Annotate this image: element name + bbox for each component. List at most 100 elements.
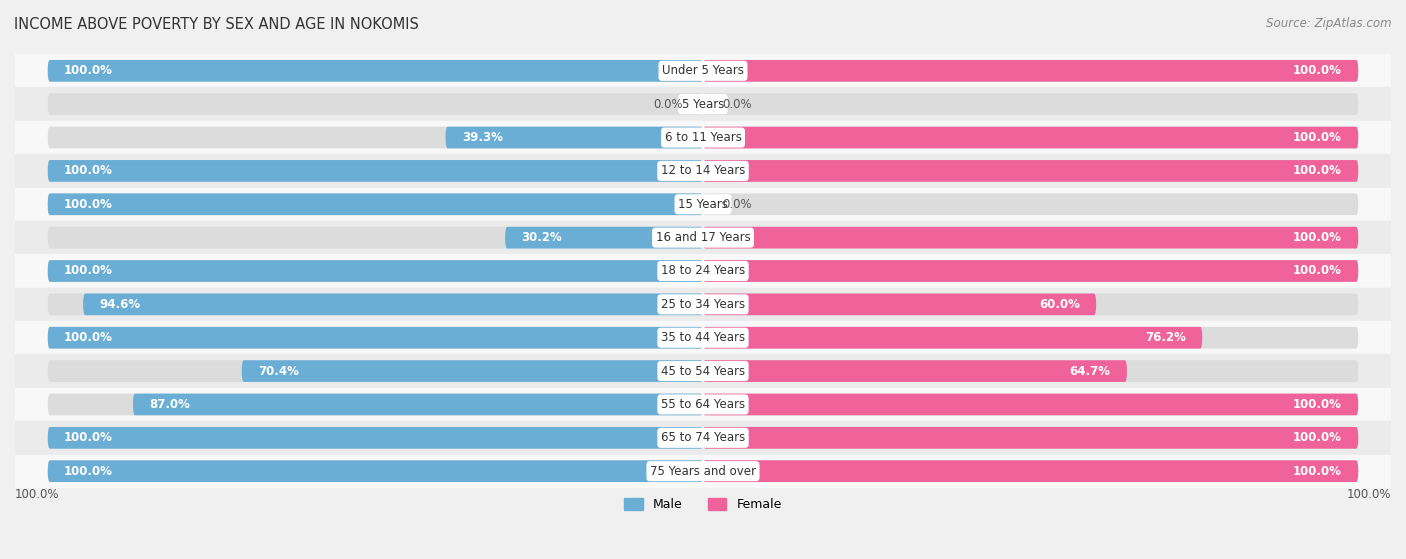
Bar [15, 321, 1391, 354]
Legend: Male, Female: Male, Female [619, 493, 787, 517]
FancyBboxPatch shape [83, 293, 703, 315]
Text: 94.6%: 94.6% [100, 298, 141, 311]
Text: 18 to 24 Years: 18 to 24 Years [661, 264, 745, 277]
FancyBboxPatch shape [48, 327, 703, 349]
Bar [15, 388, 1391, 421]
Text: 12 to 14 Years: 12 to 14 Years [661, 164, 745, 177]
Text: Under 5 Years: Under 5 Years [662, 64, 744, 77]
Text: 75 Years and over: 75 Years and over [650, 465, 756, 478]
FancyBboxPatch shape [703, 227, 1358, 249]
Bar [15, 254, 1391, 288]
FancyBboxPatch shape [703, 160, 1358, 182]
Text: 25 to 34 Years: 25 to 34 Years [661, 298, 745, 311]
Text: Source: ZipAtlas.com: Source: ZipAtlas.com [1267, 17, 1392, 30]
Text: 0.0%: 0.0% [654, 98, 683, 111]
FancyBboxPatch shape [703, 427, 1358, 449]
Text: 100.0%: 100.0% [1294, 64, 1341, 77]
Text: 100.0%: 100.0% [15, 488, 59, 501]
Text: 100.0%: 100.0% [1294, 164, 1341, 177]
Text: 15 Years: 15 Years [678, 198, 728, 211]
FancyBboxPatch shape [48, 60, 703, 82]
FancyBboxPatch shape [48, 127, 703, 148]
Text: 100.0%: 100.0% [1294, 231, 1341, 244]
Text: 6 to 11 Years: 6 to 11 Years [665, 131, 741, 144]
Text: 100.0%: 100.0% [1294, 398, 1341, 411]
FancyBboxPatch shape [703, 394, 1358, 415]
FancyBboxPatch shape [703, 327, 1358, 349]
Text: INCOME ABOVE POVERTY BY SEX AND AGE IN NOKOMIS: INCOME ABOVE POVERTY BY SEX AND AGE IN N… [14, 17, 419, 32]
FancyBboxPatch shape [703, 394, 1358, 415]
FancyBboxPatch shape [48, 227, 703, 249]
FancyBboxPatch shape [703, 160, 1358, 182]
FancyBboxPatch shape [703, 127, 1358, 148]
FancyBboxPatch shape [48, 327, 703, 349]
FancyBboxPatch shape [703, 260, 1358, 282]
Text: 5 Years: 5 Years [682, 98, 724, 111]
Bar [15, 121, 1391, 154]
FancyBboxPatch shape [48, 427, 703, 449]
FancyBboxPatch shape [703, 93, 1358, 115]
Bar [15, 421, 1391, 454]
FancyBboxPatch shape [703, 360, 1358, 382]
Text: 100.0%: 100.0% [65, 164, 112, 177]
Bar [15, 354, 1391, 388]
FancyBboxPatch shape [48, 260, 703, 282]
Text: 100.0%: 100.0% [1347, 488, 1391, 501]
Text: 100.0%: 100.0% [1294, 131, 1341, 144]
Text: 0.0%: 0.0% [723, 98, 752, 111]
Text: 64.7%: 64.7% [1070, 364, 1111, 377]
FancyBboxPatch shape [48, 60, 703, 82]
FancyBboxPatch shape [703, 461, 1358, 482]
FancyBboxPatch shape [703, 127, 1358, 148]
Text: 30.2%: 30.2% [522, 231, 562, 244]
FancyBboxPatch shape [703, 360, 1128, 382]
FancyBboxPatch shape [48, 93, 703, 115]
Bar [15, 221, 1391, 254]
Text: 100.0%: 100.0% [1294, 432, 1341, 444]
FancyBboxPatch shape [48, 461, 703, 482]
FancyBboxPatch shape [48, 360, 703, 382]
Text: 100.0%: 100.0% [65, 432, 112, 444]
FancyBboxPatch shape [703, 461, 1358, 482]
Text: 0.0%: 0.0% [723, 198, 752, 211]
FancyBboxPatch shape [48, 293, 703, 315]
FancyBboxPatch shape [446, 127, 703, 148]
FancyBboxPatch shape [48, 461, 703, 482]
Bar [15, 288, 1391, 321]
FancyBboxPatch shape [703, 260, 1358, 282]
FancyBboxPatch shape [703, 193, 1358, 215]
Bar [15, 54, 1391, 88]
Text: 100.0%: 100.0% [65, 331, 112, 344]
FancyBboxPatch shape [48, 160, 703, 182]
FancyBboxPatch shape [134, 394, 703, 415]
Text: 39.3%: 39.3% [463, 131, 503, 144]
FancyBboxPatch shape [703, 293, 1358, 315]
Text: 100.0%: 100.0% [65, 64, 112, 77]
FancyBboxPatch shape [703, 327, 1202, 349]
Bar [15, 454, 1391, 488]
FancyBboxPatch shape [242, 360, 703, 382]
Text: 65 to 74 Years: 65 to 74 Years [661, 432, 745, 444]
FancyBboxPatch shape [505, 227, 703, 249]
Text: 100.0%: 100.0% [1294, 264, 1341, 277]
FancyBboxPatch shape [703, 60, 1358, 82]
Text: 100.0%: 100.0% [65, 465, 112, 478]
Text: 45 to 54 Years: 45 to 54 Years [661, 364, 745, 377]
Bar [15, 188, 1391, 221]
FancyBboxPatch shape [48, 160, 703, 182]
FancyBboxPatch shape [703, 227, 1358, 249]
FancyBboxPatch shape [48, 394, 703, 415]
Text: 60.0%: 60.0% [1039, 298, 1080, 311]
FancyBboxPatch shape [703, 293, 1097, 315]
FancyBboxPatch shape [703, 427, 1358, 449]
Text: 87.0%: 87.0% [149, 398, 190, 411]
FancyBboxPatch shape [48, 193, 703, 215]
Text: 55 to 64 Years: 55 to 64 Years [661, 398, 745, 411]
FancyBboxPatch shape [703, 60, 1358, 82]
Text: 100.0%: 100.0% [65, 264, 112, 277]
FancyBboxPatch shape [48, 427, 703, 449]
Bar [15, 88, 1391, 121]
FancyBboxPatch shape [48, 260, 703, 282]
FancyBboxPatch shape [48, 193, 703, 215]
Text: 16 and 17 Years: 16 and 17 Years [655, 231, 751, 244]
